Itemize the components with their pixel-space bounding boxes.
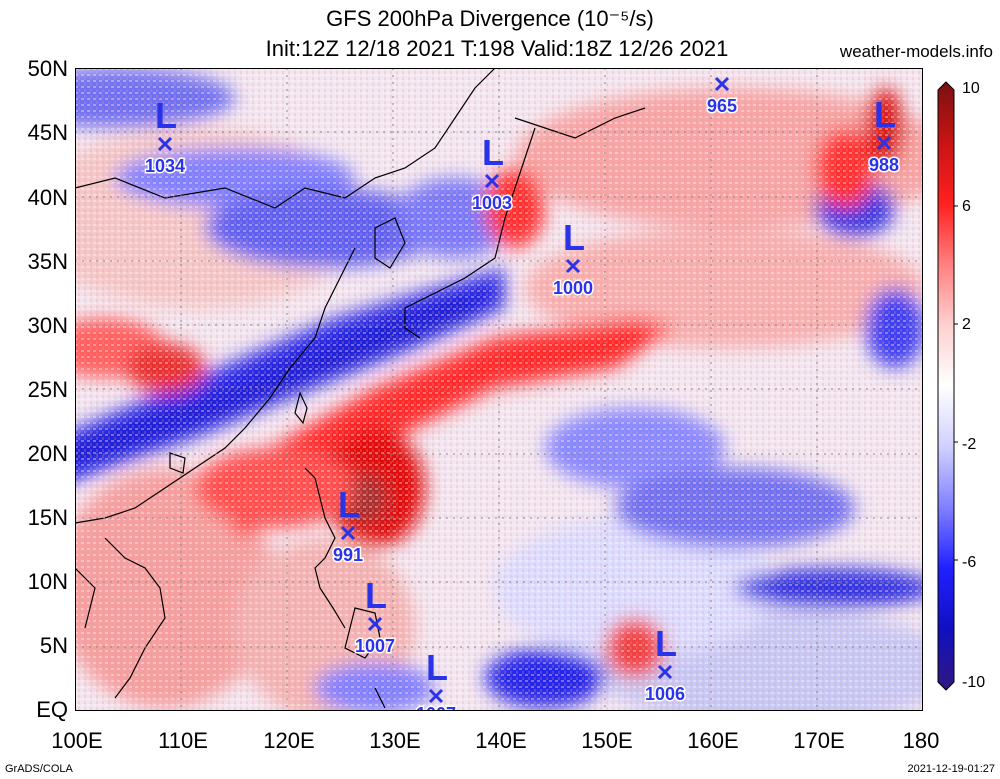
low-marker: L 1003 <box>470 132 513 215</box>
low-value: 965 <box>707 96 737 116</box>
low-value: 991 <box>333 545 363 565</box>
low-marker: L 1007 <box>414 647 457 711</box>
lat-label: 10N <box>27 569 68 594</box>
chart-title: GFS 200hPa Divergence (10⁻⁵/s) <box>326 6 654 31</box>
lon-label: 100E <box>51 728 103 753</box>
low-letter: L <box>712 68 734 76</box>
low-markers: L 1034 L 1003 L 965 L 988 L <box>143 68 900 711</box>
lat-label: EQ <box>36 697 68 722</box>
low-letter: L <box>563 217 585 258</box>
lon-label: 180 <box>902 728 940 753</box>
colorbar-label: 2 <box>962 316 971 333</box>
colorbar-label: -10 <box>962 674 986 691</box>
chart-subtitle: Init:12Z 12/18 2021 T:198 Valid:18Z 12/2… <box>265 36 729 61</box>
low-marker: L 988 <box>867 94 900 177</box>
software-credit: GrADS/COLA <box>5 763 73 775</box>
low-value: 1006 <box>645 684 685 704</box>
lon-label: 170E <box>793 728 845 753</box>
low-letter: L <box>365 575 387 616</box>
render-timestamp: 2021-12-19-01:27 <box>907 763 995 775</box>
field-layer: L 1034 L 1003 L 965 L 988 L <box>75 68 923 711</box>
low-letter: L <box>155 95 177 136</box>
lat-label: 35N <box>27 249 68 274</box>
colorbar <box>937 81 958 691</box>
lon-label: 150E <box>581 728 633 753</box>
low-marker: L 1007 <box>353 575 396 658</box>
lon-label: 160E <box>687 728 739 753</box>
lat-label: 30N <box>27 313 68 338</box>
colorbar-label: 10 <box>962 80 980 97</box>
coastlines <box>75 68 646 709</box>
low-value: 988 <box>869 155 899 175</box>
low-letter: L <box>655 623 677 664</box>
low-value: 1034 <box>145 156 185 176</box>
low-marker: L 1006 <box>643 623 686 706</box>
colorbar-label: 6 <box>962 198 971 215</box>
low-value: 1007 <box>416 704 456 711</box>
low-value: 1007 <box>355 636 395 656</box>
lat-label: 50N <box>27 56 68 81</box>
lat-label: 25N <box>27 377 68 402</box>
low-letter: L <box>874 94 896 135</box>
low-value: 1003 <box>472 193 512 213</box>
low-marker: L 1000 <box>551 217 594 300</box>
lon-label: 140E <box>475 728 527 753</box>
low-letter: L <box>426 647 448 688</box>
lat-label: 45N <box>27 120 68 145</box>
low-marker: L 1034 <box>143 95 186 178</box>
map-frame <box>75 68 923 711</box>
lon-label: 110E <box>158 728 208 753</box>
gridlines <box>75 68 923 711</box>
lat-label: 40N <box>27 185 68 210</box>
low-marker: L 991 <box>331 484 364 567</box>
low-value: 1000 <box>553 278 593 298</box>
low-marker: L 965 <box>705 68 738 118</box>
colorbar-label: -6 <box>962 554 977 571</box>
colorbar-label: -2 <box>962 436 977 453</box>
lat-label: 15N <box>27 505 68 530</box>
low-letter: L <box>482 132 504 173</box>
lon-label: 120E <box>263 728 315 753</box>
divergence-map: L 1034 L 1003 L 965 L 988 L <box>75 68 923 711</box>
lat-label: 20N <box>27 441 68 466</box>
site-credit: weather-models.info <box>839 42 993 61</box>
low-letter: L <box>338 484 360 525</box>
lon-label: 130E <box>369 728 421 753</box>
lat-label: 5N <box>39 633 68 658</box>
